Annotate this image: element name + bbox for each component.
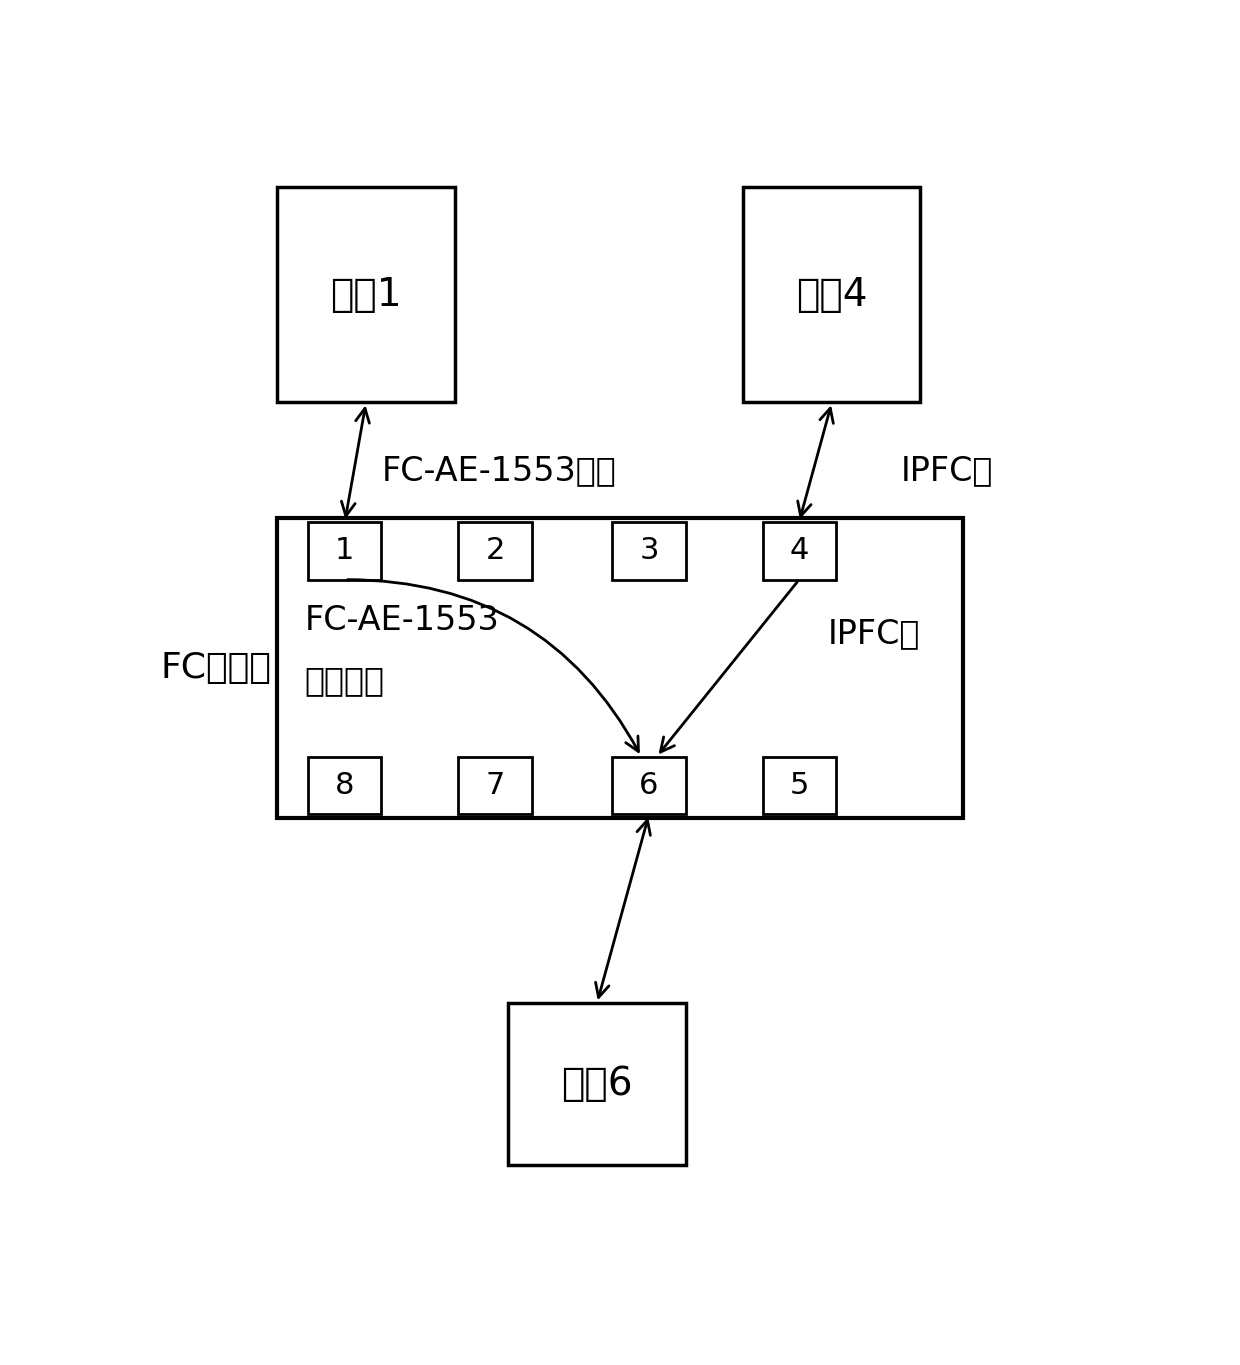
Bar xyxy=(459,756,532,815)
Text: 3: 3 xyxy=(640,536,658,565)
Text: 节点4: 节点4 xyxy=(796,276,868,314)
Bar xyxy=(508,1003,686,1164)
Text: 业务数据: 业务数据 xyxy=(304,665,384,698)
Text: FC-AE-1553业务: FC-AE-1553业务 xyxy=(382,453,616,487)
Text: 节点6: 节点6 xyxy=(562,1065,632,1103)
Bar xyxy=(309,521,382,580)
Bar xyxy=(763,756,836,815)
Text: FC-AE-1553: FC-AE-1553 xyxy=(304,605,500,637)
Bar xyxy=(763,521,836,580)
Text: 节点1: 节点1 xyxy=(330,276,402,314)
Bar xyxy=(309,756,382,815)
Bar xyxy=(613,521,686,580)
Text: 7: 7 xyxy=(485,771,505,800)
Text: IPFC帧: IPFC帧 xyxy=(828,617,920,650)
Bar xyxy=(278,517,962,818)
Text: 8: 8 xyxy=(335,771,355,800)
Text: 1: 1 xyxy=(335,536,355,565)
Bar xyxy=(278,187,455,403)
Text: IPFC帧: IPFC帧 xyxy=(901,453,993,487)
Bar xyxy=(613,756,686,815)
Text: 6: 6 xyxy=(640,771,658,800)
Bar xyxy=(459,521,532,580)
Text: FC交换机: FC交换机 xyxy=(160,651,272,685)
Text: 5: 5 xyxy=(790,771,808,800)
Text: 4: 4 xyxy=(790,536,808,565)
Text: 2: 2 xyxy=(485,536,505,565)
Bar xyxy=(743,187,920,403)
